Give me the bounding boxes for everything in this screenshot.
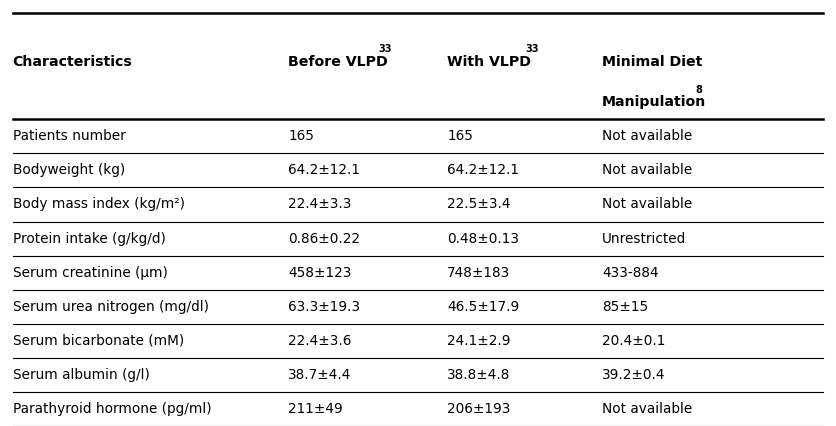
Text: Unrestricted: Unrestricted bbox=[602, 232, 686, 245]
Text: Bodyweight (kg): Bodyweight (kg) bbox=[13, 164, 125, 177]
Text: With VLPD: With VLPD bbox=[447, 55, 531, 69]
Text: Not available: Not available bbox=[602, 164, 692, 177]
Text: 33: 33 bbox=[379, 44, 392, 54]
Text: 0.86±0.22: 0.86±0.22 bbox=[288, 232, 360, 245]
Text: 20.4±0.1: 20.4±0.1 bbox=[602, 334, 665, 348]
Text: Manipulation: Manipulation bbox=[602, 95, 706, 109]
Text: 33: 33 bbox=[526, 44, 539, 54]
Text: 165: 165 bbox=[447, 130, 473, 143]
Text: Serum urea nitrogen (mg/dl): Serum urea nitrogen (mg/dl) bbox=[13, 300, 208, 314]
Text: 748±183: 748±183 bbox=[447, 266, 511, 279]
Text: 64.2±12.1: 64.2±12.1 bbox=[288, 164, 360, 177]
Text: 206±193: 206±193 bbox=[447, 402, 511, 416]
Text: 433-884: 433-884 bbox=[602, 266, 659, 279]
Text: Minimal Diet: Minimal Diet bbox=[602, 55, 702, 69]
Text: 64.2±12.1: 64.2±12.1 bbox=[447, 164, 519, 177]
Text: 0.48±0.13: 0.48±0.13 bbox=[447, 232, 519, 245]
Text: 39.2±0.4: 39.2±0.4 bbox=[602, 368, 665, 382]
Text: 165: 165 bbox=[288, 130, 314, 143]
Text: 22.4±3.6: 22.4±3.6 bbox=[288, 334, 352, 348]
Text: Body mass index (kg/m²): Body mass index (kg/m²) bbox=[13, 198, 185, 211]
Text: 85±15: 85±15 bbox=[602, 300, 648, 314]
Text: Not available: Not available bbox=[602, 198, 692, 211]
Text: 38.8±4.8: 38.8±4.8 bbox=[447, 368, 511, 382]
Text: Patients number: Patients number bbox=[13, 130, 125, 143]
Text: 211±49: 211±49 bbox=[288, 402, 343, 416]
Text: 8: 8 bbox=[696, 85, 702, 95]
Text: Not available: Not available bbox=[602, 402, 692, 416]
Text: 46.5±17.9: 46.5±17.9 bbox=[447, 300, 519, 314]
Text: 22.5±3.4: 22.5±3.4 bbox=[447, 198, 511, 211]
Text: Serum albumin (g/l): Serum albumin (g/l) bbox=[13, 368, 150, 382]
Text: Before VLPD: Before VLPD bbox=[288, 55, 388, 69]
Text: Characteristics: Characteristics bbox=[13, 55, 132, 69]
Text: Serum creatinine (μm): Serum creatinine (μm) bbox=[13, 266, 167, 279]
Text: 24.1±2.9: 24.1±2.9 bbox=[447, 334, 511, 348]
Text: Not available: Not available bbox=[602, 130, 692, 143]
Text: 38.7±4.4: 38.7±4.4 bbox=[288, 368, 352, 382]
Text: 22.4±3.3: 22.4±3.3 bbox=[288, 198, 352, 211]
Text: Parathyroid hormone (pg/ml): Parathyroid hormone (pg/ml) bbox=[13, 402, 212, 416]
Text: 458±123: 458±123 bbox=[288, 266, 352, 279]
Text: Protein intake (g/kg/d): Protein intake (g/kg/d) bbox=[13, 232, 166, 245]
Text: 63.3±19.3: 63.3±19.3 bbox=[288, 300, 360, 314]
Text: Serum bicarbonate (mM): Serum bicarbonate (mM) bbox=[13, 334, 184, 348]
